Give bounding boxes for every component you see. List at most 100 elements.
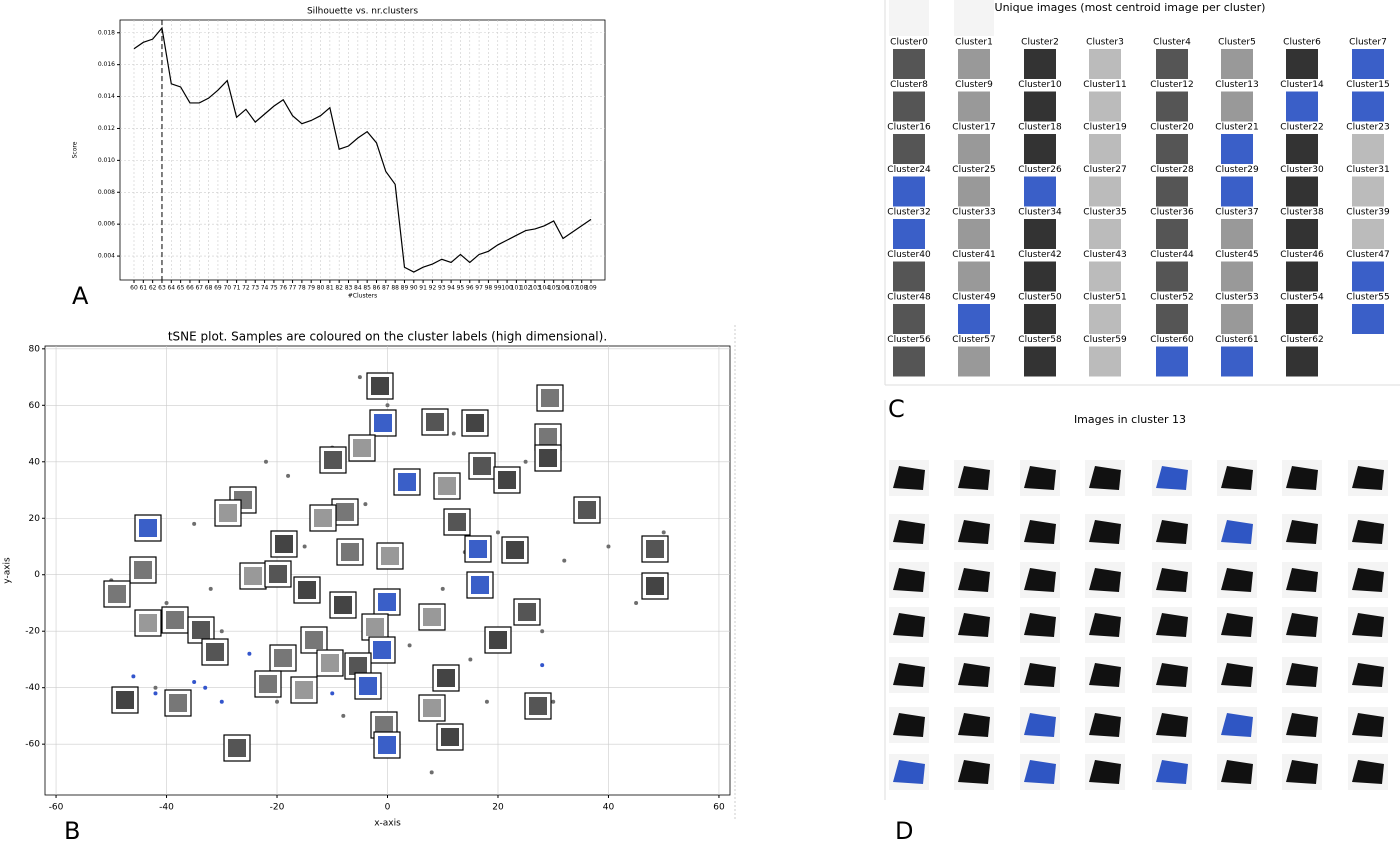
y-tick-label: -20 [25, 627, 40, 637]
thumbnail-image [139, 614, 157, 632]
thumbnail-image [506, 541, 524, 559]
cluster-image [893, 176, 925, 207]
cluster-member-shape [958, 760, 990, 784]
cluster-image [1221, 134, 1253, 164]
cluster-image [1286, 91, 1318, 122]
cluster-label: Cluster2 [1021, 38, 1059, 48]
cluster-member-shape [893, 760, 925, 784]
scatter-point [208, 586, 213, 591]
cluster-label: Cluster7 [1349, 38, 1387, 48]
cluster-member-shape [1089, 520, 1121, 544]
cluster-member-shape [1286, 568, 1318, 592]
x-tick-label: 81 [326, 285, 334, 292]
cluster-member-shape [1024, 520, 1056, 544]
cluster-image [1286, 261, 1318, 292]
x-tick-label: 0 [385, 803, 391, 813]
thumbnail-image [646, 540, 664, 558]
cluster-label: Cluster14 [1280, 80, 1324, 90]
cluster-image [893, 134, 925, 164]
cluster-image [1352, 134, 1384, 164]
cluster-member-shape [958, 613, 990, 637]
cluster-label: Cluster37 [1215, 208, 1258, 218]
x-tick-label: 89 [401, 285, 409, 292]
cluster-image [1286, 134, 1318, 164]
cluster-image [1352, 91, 1384, 122]
cluster-member-shape [1156, 613, 1188, 637]
scatter-point [192, 521, 197, 526]
y-tick-label: 40 [29, 457, 41, 467]
cluster-member-shape [958, 713, 990, 737]
thumbnail-image [321, 654, 339, 672]
y-tick-label: 20 [29, 514, 41, 524]
cluster-image [1286, 49, 1318, 79]
cluster-label: Cluster8 [890, 80, 928, 90]
thumbnail-image [305, 631, 323, 649]
thumbnail-image [378, 736, 396, 754]
cluster-member-shape [1286, 520, 1318, 544]
cluster-label: Cluster36 [1150, 208, 1194, 218]
cluster-image [1089, 49, 1121, 79]
thumbnail-image [471, 576, 489, 594]
cluster-member-shape [893, 613, 925, 637]
cluster-label: Cluster16 [887, 123, 931, 133]
x-tick-label: 108 [576, 285, 588, 292]
cluster-image [1024, 261, 1056, 292]
x-tick-label: -20 [270, 803, 285, 813]
x-tick-label: 98 [485, 285, 493, 292]
x-tick-label: 88 [391, 285, 399, 292]
x-tick-label: 74 [261, 285, 269, 292]
cluster-image [1156, 91, 1188, 122]
thumbnail-image [437, 669, 455, 687]
thumbnail-image [324, 451, 342, 469]
scatter-point [302, 544, 307, 549]
cluster-member-shape [893, 713, 925, 737]
x-tick-label: 107 [567, 285, 579, 292]
thumbnail-image [341, 543, 359, 561]
cluster-image [1352, 261, 1384, 292]
cluster-member-shape [1089, 466, 1121, 490]
thumbnail-image [336, 503, 354, 521]
thumbnail-image [518, 603, 536, 621]
x-tick-label: 67 [195, 285, 203, 292]
cluster-image [1221, 346, 1253, 377]
y-tick-label: -40 [25, 683, 40, 693]
cluster-image [1024, 91, 1056, 122]
thumbnail-image [438, 477, 456, 495]
cluster-image [1089, 304, 1121, 334]
cluster-member-shape [893, 520, 925, 544]
cluster-image [958, 134, 990, 164]
cluster-image [1024, 219, 1056, 249]
cluster-image [958, 219, 990, 249]
thumbnail-image [353, 439, 371, 457]
cluster-label: Cluster43 [1083, 250, 1126, 260]
y-axis-label: y-axis [3, 557, 13, 584]
y-tick-label: 0.010 [98, 157, 115, 164]
y-tick-label: 0 [34, 570, 40, 580]
cluster-image [1352, 304, 1384, 334]
y-axis-label: Score [72, 141, 79, 158]
cluster-image [958, 176, 990, 207]
x-tick-label: 96 [466, 285, 474, 292]
x-tick-label: 72 [242, 285, 250, 292]
cluster-image [1221, 91, 1253, 122]
thumbnail-image [426, 413, 444, 431]
cluster-label: Cluster54 [1280, 293, 1324, 303]
cluster-label: Cluster24 [887, 165, 931, 175]
thumbnail-image [373, 641, 391, 659]
x-tick-label: 68 [205, 285, 213, 292]
cluster-member-shape [1024, 568, 1056, 592]
y-tick-label: 0.014 [98, 93, 115, 100]
scatter-point [551, 699, 556, 704]
cluster-label: Cluster12 [1150, 80, 1193, 90]
x-tick-label: 61 [139, 285, 147, 292]
thumbnail-image [381, 547, 399, 565]
x-tick-label: 64 [167, 285, 175, 292]
cluster-label: Cluster6 [1283, 38, 1321, 48]
cluster-label: Cluster28 [1150, 165, 1194, 175]
cluster-image [1221, 304, 1253, 334]
cluster-image [1089, 91, 1121, 122]
cluster-image [958, 49, 990, 79]
cluster-label: Cluster17 [952, 123, 995, 133]
cluster-member-shape [1286, 760, 1318, 784]
cluster-label: Cluster60 [1150, 335, 1194, 345]
